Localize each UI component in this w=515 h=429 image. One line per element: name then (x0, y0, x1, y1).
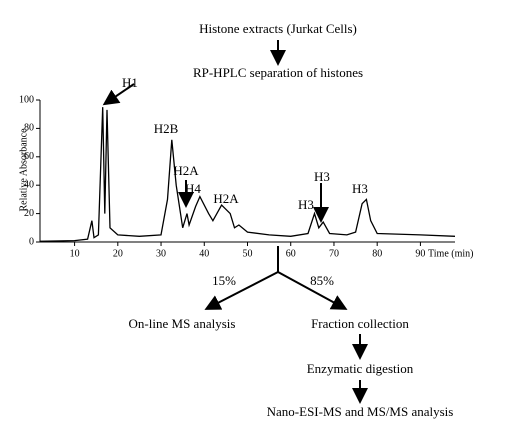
peak-label: H3 (314, 169, 330, 184)
y-tick-label: 0 (29, 236, 34, 247)
peak-label: H4 (185, 181, 201, 196)
split-right: 85% (310, 273, 334, 288)
x-tick-label: 80 (372, 248, 382, 259)
y-tick-label: 80 (24, 123, 34, 134)
x-tick-label: 30 (156, 248, 166, 259)
chromatogram-line (39, 107, 456, 242)
x-tick-label: 20 (113, 248, 123, 259)
y-tick-label: 60 (24, 151, 34, 162)
y-axis-label: Relative Absorbance (18, 128, 29, 212)
flow-arrows (102, 40, 368, 404)
left-step: On-line MS analysis (129, 316, 236, 331)
x-tick-label: 50 (243, 248, 253, 259)
flow-separation: RP-HPLC separation of histones (193, 65, 363, 80)
right-step: Nano-ESI-MS and MS/MS analysis (267, 404, 454, 419)
x-tick-label: 90 (415, 248, 425, 259)
split-left: 15% (212, 273, 236, 288)
peak-label: H2A (213, 191, 239, 206)
x-tick-label: 70 (329, 248, 339, 259)
x-axis-label: Time (min) (428, 248, 473, 259)
x-tick-label: 60 (286, 248, 296, 259)
peak-label: H3 (352, 181, 368, 196)
x-tick-label: 40 (199, 248, 209, 259)
y-tick-label: 100 (19, 94, 34, 105)
peak-label: H2B (154, 121, 179, 136)
y-tick-label: 20 (24, 208, 34, 219)
right-step: Fraction collection (311, 316, 409, 331)
peak-label: H2A (173, 163, 199, 178)
x-tick-label: 10 (70, 248, 80, 259)
y-tick-label: 40 (24, 179, 34, 190)
peak-label: H1 (122, 75, 138, 90)
flow-source: Histone extracts (Jurkat Cells) (199, 21, 357, 36)
peak-label: H3 (298, 197, 314, 212)
right-step: Enzymatic digestion (307, 361, 414, 376)
